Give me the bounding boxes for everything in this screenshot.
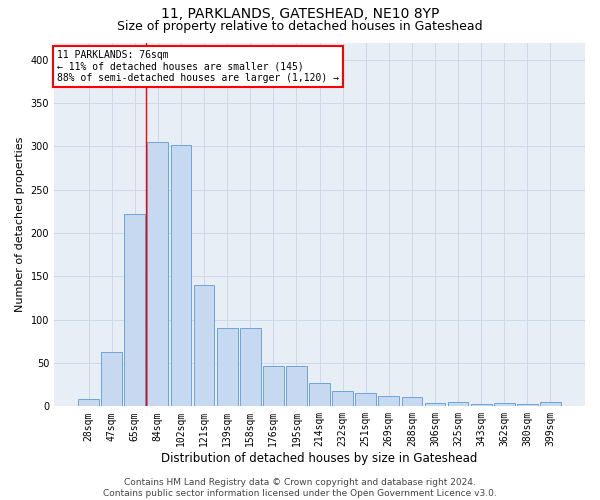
Bar <box>170 144 191 406</box>
Bar <box>286 366 307 406</box>
X-axis label: Distribution of detached houses by size in Gateshead: Distribution of detached houses by size … <box>161 452 478 465</box>
Bar <box>540 402 561 406</box>
Bar <box>101 352 122 406</box>
Bar <box>471 404 491 406</box>
Bar <box>355 394 376 406</box>
Bar <box>217 328 238 406</box>
Bar <box>148 142 168 406</box>
Bar <box>124 214 145 406</box>
Text: Contains HM Land Registry data © Crown copyright and database right 2024.
Contai: Contains HM Land Registry data © Crown c… <box>103 478 497 498</box>
Text: 11 PARKLANDS: 76sqm
← 11% of detached houses are smaller (145)
88% of semi-detac: 11 PARKLANDS: 76sqm ← 11% of detached ho… <box>56 50 338 83</box>
Bar <box>494 403 515 406</box>
Text: 11, PARKLANDS, GATESHEAD, NE10 8YP: 11, PARKLANDS, GATESHEAD, NE10 8YP <box>161 8 439 22</box>
Bar <box>401 397 422 406</box>
Bar <box>240 328 260 406</box>
Text: Size of property relative to detached houses in Gateshead: Size of property relative to detached ho… <box>117 20 483 33</box>
Bar <box>78 400 99 406</box>
Bar <box>448 402 469 406</box>
Bar <box>517 404 538 406</box>
Bar <box>425 403 445 406</box>
Bar <box>263 366 284 406</box>
Bar <box>379 396 399 406</box>
Y-axis label: Number of detached properties: Number of detached properties <box>15 136 25 312</box>
Bar <box>309 383 330 406</box>
Bar <box>332 390 353 406</box>
Bar <box>194 285 214 406</box>
